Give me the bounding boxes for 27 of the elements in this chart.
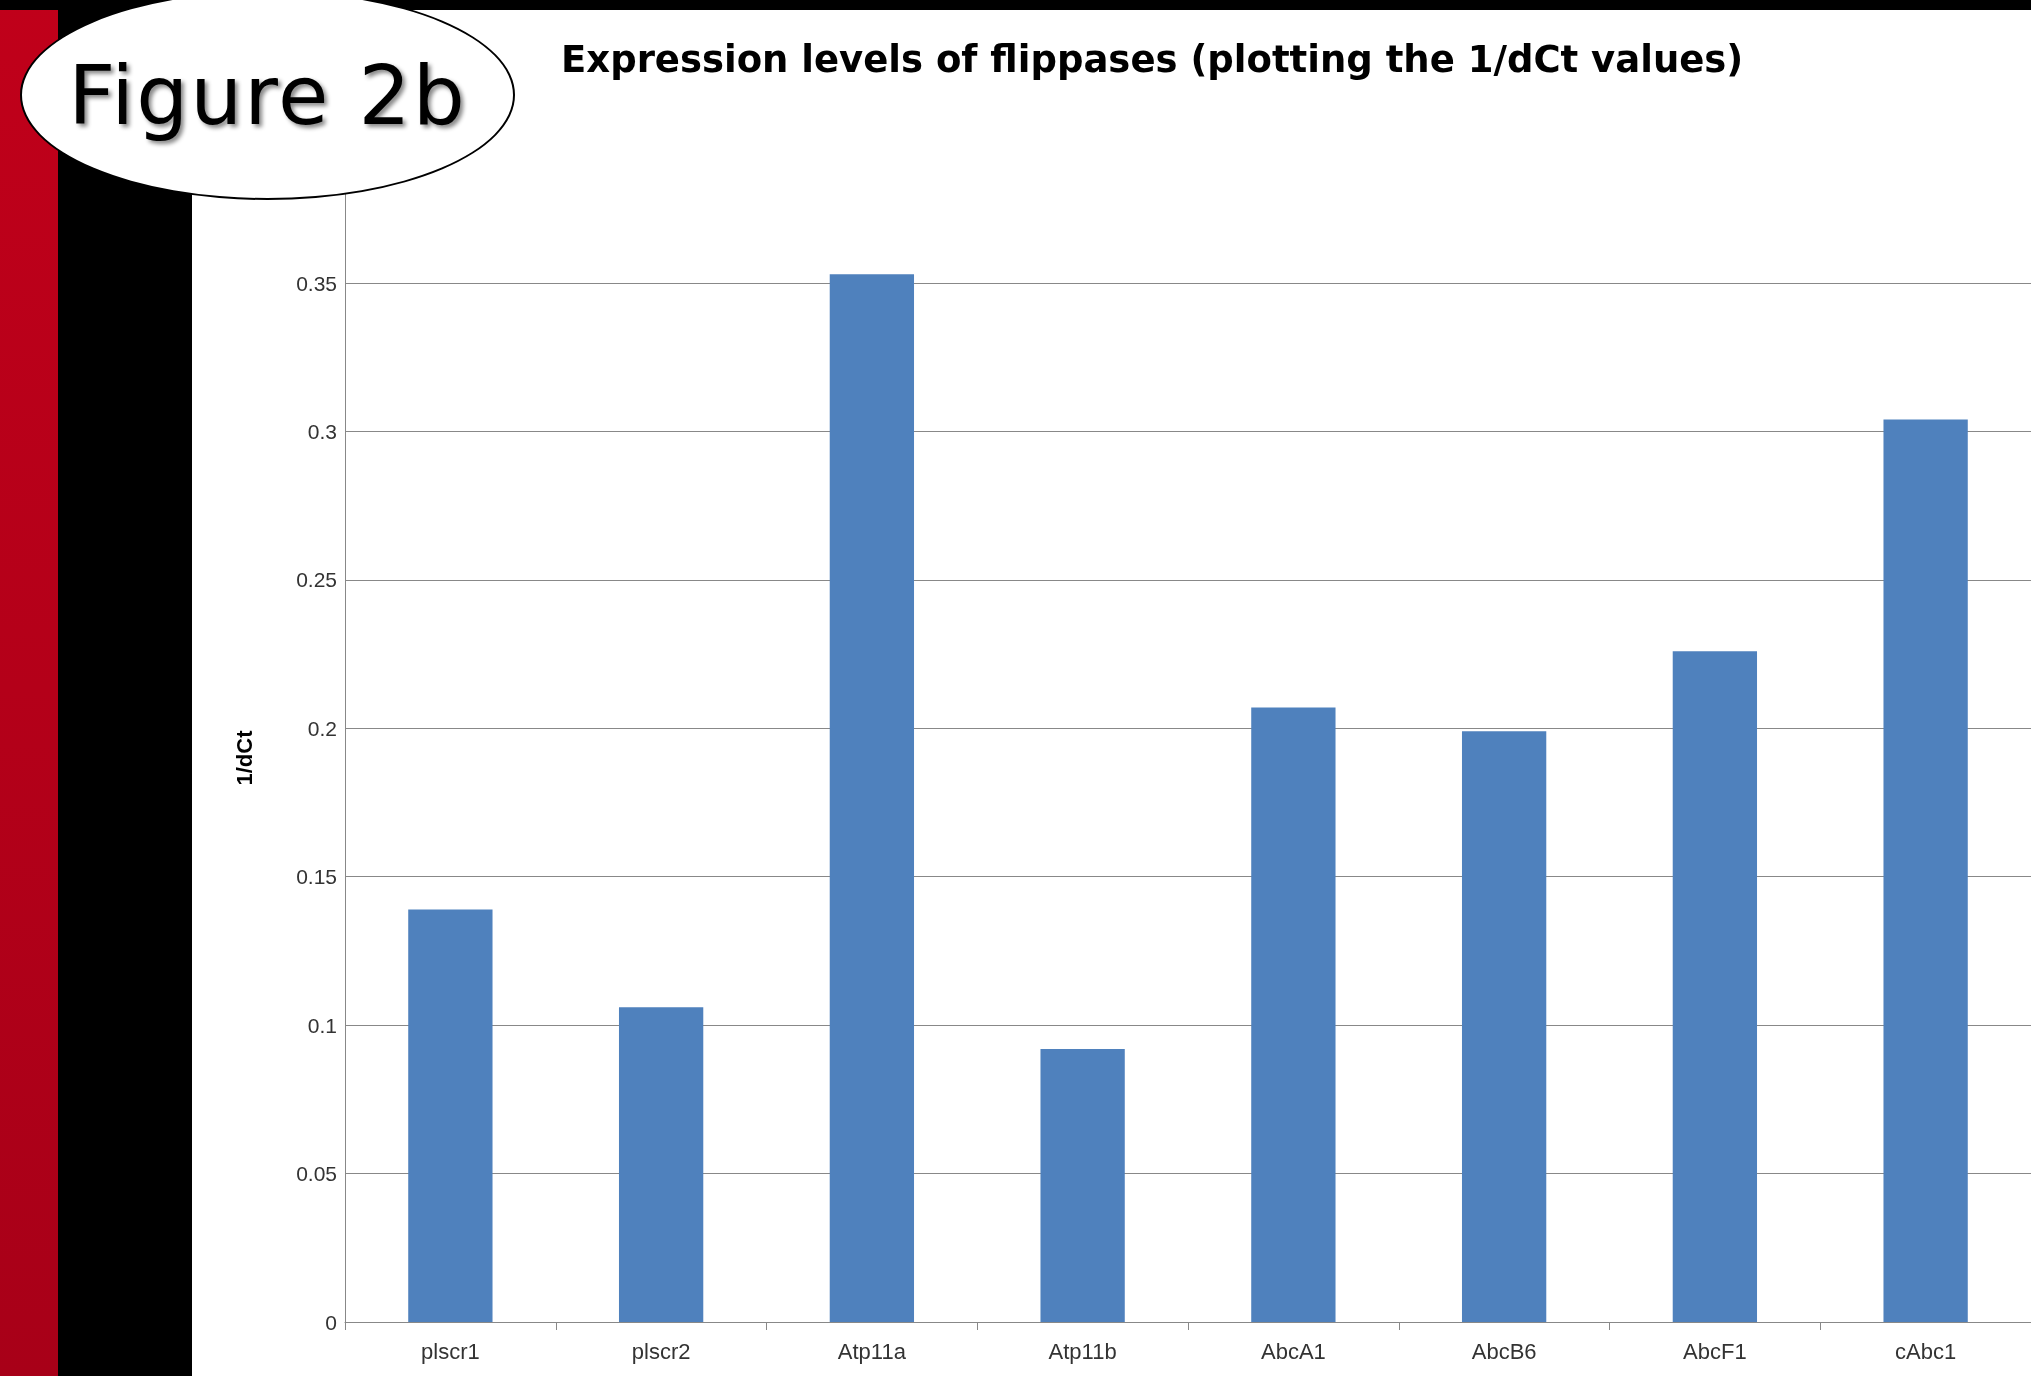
x-tick-label: AbcB6: [1471, 1338, 1537, 1364]
y-tick-label: 0.25: [296, 568, 337, 592]
x-tick-label: cAbc1: [1895, 1338, 1957, 1364]
y-tick-label: 0.1: [307, 1013, 337, 1037]
y-tick-label: 0: [325, 1310, 337, 1334]
x-tick-label: plscr1: [421, 1338, 480, 1364]
caption: Figure 2b: [20, 0, 515, 200]
x-tick-label: plscr2: [631, 1338, 691, 1364]
bar: [1883, 419, 1968, 1322]
x-tick-label: Atp11b: [1048, 1338, 1117, 1364]
bar: [618, 1007, 704, 1322]
y-tick-label: 0.15: [296, 865, 337, 889]
bar: [829, 274, 915, 1322]
bar: [1040, 1048, 1125, 1322]
y-tick-label: 0.05: [296, 1162, 337, 1186]
y-tick-label: 0.3: [307, 419, 337, 443]
x-tick-label: Atp11a: [837, 1338, 907, 1364]
bar: [408, 909, 493, 1322]
bar: [1251, 707, 1336, 1322]
y-axis-title: 1/dCt: [231, 729, 257, 786]
x-tick-label: AbcF1: [1683, 1338, 1747, 1364]
bar: [1461, 731, 1547, 1322]
x-tick-label: AbcA1: [1260, 1338, 1326, 1364]
y-tick-label: 0.2: [307, 716, 337, 740]
chart-title: Expression levels of flippases (plotting the 1/dCt values): [561, 38, 1744, 81]
bar: [1672, 651, 1758, 1322]
y-tick-label: 0.35: [296, 271, 337, 295]
